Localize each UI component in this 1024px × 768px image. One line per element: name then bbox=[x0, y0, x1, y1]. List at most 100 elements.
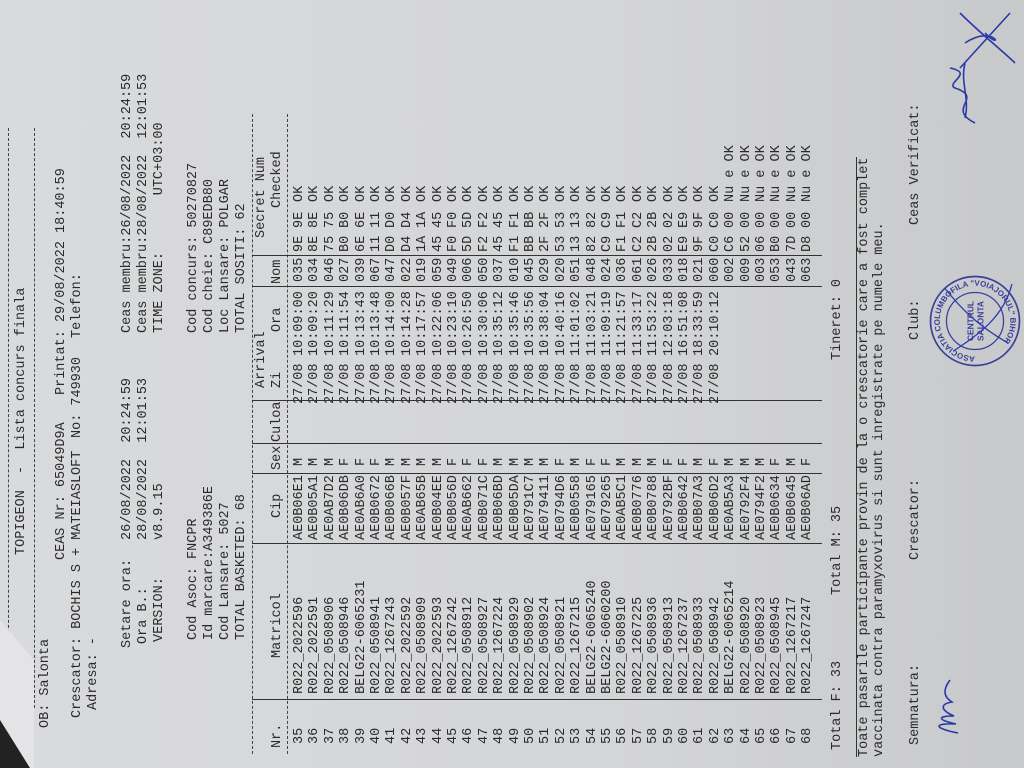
cell-checked: OK bbox=[646, 185, 662, 202]
table-top-border bbox=[252, 114, 253, 754]
document-title: TOPIGEON - Lista concurs finala bbox=[14, 287, 29, 555]
cell-sex: F bbox=[661, 457, 677, 466]
table-row: 55 BELG22-6060200 AE079265 F 27/08 11:09:19 02… bbox=[600, 0, 615, 768]
cell-nr: 62 bbox=[707, 727, 723, 744]
cell-secret-1: D0 bbox=[384, 235, 400, 252]
table-row: 41 R022_1267243 AE0B066B M 27/08 10:14:00 047 D… bbox=[384, 0, 399, 768]
cell-sex: F bbox=[600, 457, 615, 466]
table-row: 54 BELG22-6065240 AE079165 F 27/08 11:03:21 04… bbox=[585, 0, 600, 768]
cell-secret-2: 6E bbox=[353, 211, 369, 228]
cell-matricol: R022_0508927 bbox=[476, 596, 492, 694]
cell-ora: 11:33:17 bbox=[630, 291, 646, 356]
cell-cip: AE0B071C bbox=[476, 475, 492, 540]
cell-checked: OK bbox=[707, 185, 723, 202]
cell-checked: OK bbox=[615, 185, 631, 202]
cell-zi: 27/08 bbox=[661, 363, 677, 404]
key-code: Cod cheie: C89EDB80 bbox=[202, 179, 217, 333]
cell-matricol: R022_0508924 bbox=[538, 596, 554, 694]
cell-cip: AE0AB7D2 bbox=[322, 475, 338, 540]
cell-zi: 27/08 bbox=[569, 363, 585, 404]
cell-matricol: R022_0508942 bbox=[707, 596, 723, 694]
cell-secret-2: 00 bbox=[800, 211, 816, 228]
cell-secret-2: F2 bbox=[476, 211, 492, 228]
member-clock-1: Ceas membru:26/08/2022 20:24:59 bbox=[120, 73, 135, 333]
cell-cip: AE0B0645 bbox=[784, 475, 800, 540]
cell-zi: 27/08 bbox=[461, 363, 477, 404]
cell-zi: 27/08 bbox=[600, 363, 615, 404]
cell-secret-2: 00 bbox=[754, 211, 769, 228]
cell-checked: OK bbox=[677, 185, 692, 202]
cell-sex: M bbox=[646, 457, 662, 466]
cell-checked: OK bbox=[692, 185, 708, 202]
table-row: 52 R022_0508921 AE0794D6 F 27/08 10:40:16 020 5… bbox=[554, 0, 569, 768]
cell-secret-1: 82 bbox=[584, 235, 600, 252]
stamp-center-1: CENTRUL bbox=[965, 301, 975, 341]
total-basketed: TOTAL BASKETED: 68 bbox=[234, 494, 249, 640]
clock-verified-label: Ceas Verificat: bbox=[908, 103, 923, 225]
cell-checked: OK bbox=[307, 185, 323, 202]
cell-ora: 10:09:00 bbox=[292, 291, 307, 356]
cell-matricol: R022_1267215 bbox=[569, 596, 585, 694]
cell-secret-2: C2 bbox=[630, 211, 646, 228]
cell-nr: 56 bbox=[615, 727, 631, 744]
cell-zi: 27/08 bbox=[307, 363, 323, 404]
cell-cip: AE0792F4 bbox=[738, 475, 754, 540]
col-sex: Sex bbox=[270, 445, 285, 470]
cell-checked: Nu e OK bbox=[738, 145, 754, 202]
cell-checked: OK bbox=[415, 185, 431, 202]
cell-cip: AE0792BF bbox=[661, 475, 677, 540]
divider bbox=[252, 400, 822, 401]
cell-secret-1: 06 bbox=[754, 235, 769, 252]
cell-nr: 67 bbox=[784, 727, 800, 744]
cell-cip: AE0B06D2 bbox=[707, 475, 723, 540]
cell-secret-2: 45 bbox=[492, 211, 508, 228]
cell-nr: 58 bbox=[646, 727, 662, 744]
cell-cip: AE0B06AD bbox=[800, 475, 816, 540]
cell-sex: F bbox=[677, 457, 692, 466]
cell-checked: OK bbox=[553, 185, 569, 202]
cell-secret-1: C9 bbox=[600, 235, 615, 252]
cell-matricol: R022_1267224 bbox=[492, 596, 508, 694]
cell-zi: 27/08 bbox=[615, 363, 631, 404]
cell-secret-1: D4 bbox=[399, 235, 415, 252]
col-zi: Zi bbox=[270, 371, 285, 388]
cell-zi: 27/08 bbox=[584, 363, 600, 404]
divider bbox=[8, 128, 9, 648]
cell-secret-2: 45 bbox=[430, 211, 446, 228]
club-signature-label: Club: bbox=[908, 299, 923, 340]
cell-sex: F bbox=[338, 457, 354, 466]
cell-nom: 003 bbox=[754, 257, 769, 282]
cell-ora: 11:21:57 bbox=[615, 291, 631, 356]
cell-checked: OK bbox=[430, 185, 446, 202]
cell-secret-2: C9 bbox=[600, 211, 615, 228]
cell-secret-2: 13 bbox=[569, 211, 585, 228]
cell-matricol: R022_1267217 bbox=[784, 596, 800, 694]
table-row: 62 R022_0508942 AE0B06D2 F 27/08 20:10:12 060 C… bbox=[708, 0, 723, 768]
official-signature bbox=[949, 62, 976, 124]
cell-matricol: R022_1267242 bbox=[446, 596, 461, 694]
table-row: 48 R022_1267224 AE0B06BD M 27/08 10:35:12 037 4… bbox=[492, 0, 507, 768]
cell-nom: 026 bbox=[646, 257, 662, 282]
cell-matricol: R022_0508933 bbox=[692, 596, 708, 694]
cell-matricol: BELG22-6060200 bbox=[600, 580, 615, 694]
cell-nom: 033 bbox=[661, 257, 677, 282]
cell-cip: AE0B04EE bbox=[430, 475, 446, 540]
cell-sex: M bbox=[692, 457, 708, 466]
cell-matricol: R022_0508902 bbox=[523, 596, 538, 694]
cell-ora: 11:09:19 bbox=[600, 291, 615, 356]
cell-cip: AE0AB5A3 bbox=[723, 475, 739, 540]
cell-sex: M bbox=[569, 457, 585, 466]
cell-checked: OK bbox=[538, 185, 554, 202]
cell-ora: 11:03:21 bbox=[584, 291, 600, 356]
cell-sex: F bbox=[461, 457, 477, 466]
address: Adresa: - bbox=[86, 637, 101, 710]
cell-secret-2: BB bbox=[523, 211, 538, 228]
cell-ora: 10:40:16 bbox=[553, 291, 569, 356]
cell-sex: M bbox=[430, 457, 446, 466]
cell-ora: 10:14:28 bbox=[399, 291, 415, 356]
cell-cip: AE079165 bbox=[584, 475, 600, 540]
version-value: v8.9.15 bbox=[152, 483, 167, 540]
cell-nr: 51 bbox=[538, 727, 554, 744]
cell-matricol: R022_0508945 bbox=[769, 596, 785, 694]
cell-ora: 10:13:48 bbox=[369, 291, 384, 356]
